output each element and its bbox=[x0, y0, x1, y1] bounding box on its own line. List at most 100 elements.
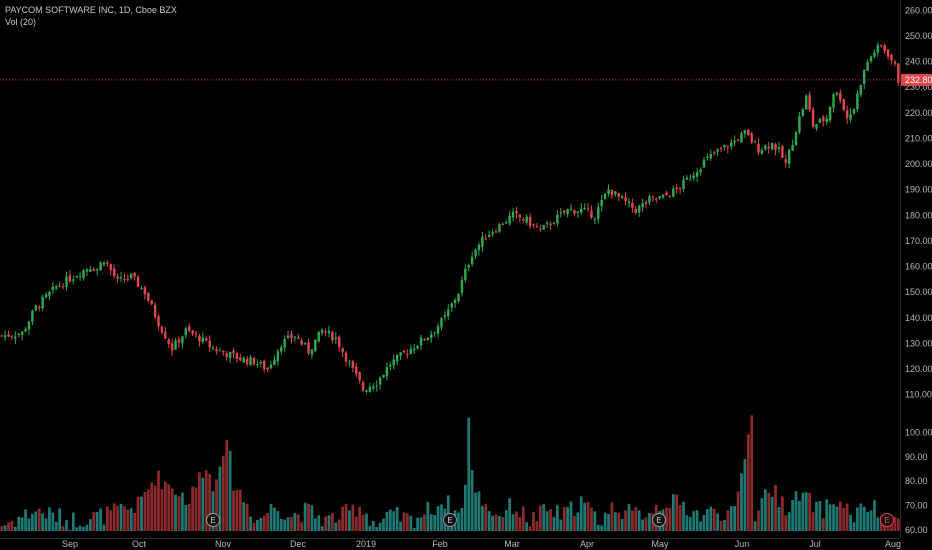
candle-body bbox=[712, 152, 716, 154]
candle-body bbox=[767, 147, 770, 149]
volume-bar bbox=[511, 514, 515, 531]
volume-bar bbox=[13, 526, 17, 531]
volume-bar bbox=[368, 525, 372, 531]
candle-body bbox=[14, 336, 17, 339]
volume-bar bbox=[600, 525, 604, 531]
last-price-badge bbox=[901, 73, 932, 86]
volume-bar bbox=[470, 470, 474, 531]
candle-body bbox=[164, 331, 167, 339]
candle-body bbox=[839, 93, 842, 101]
volume-bar bbox=[375, 527, 379, 531]
volume-bar bbox=[78, 525, 82, 531]
price-tick-label: 130.00 bbox=[905, 338, 932, 348]
volume-bar bbox=[201, 477, 205, 531]
candle-body bbox=[409, 348, 413, 354]
candle-body bbox=[634, 208, 638, 213]
volume-bar bbox=[256, 519, 259, 531]
volume-bar bbox=[774, 485, 777, 531]
time-tick-label: Dec bbox=[290, 539, 307, 549]
candle-body bbox=[562, 210, 566, 213]
volume-bar bbox=[262, 515, 266, 531]
candle-body bbox=[692, 175, 695, 179]
volume-bar bbox=[699, 521, 702, 531]
candle-body bbox=[487, 234, 491, 237]
time-tick-label: Feb bbox=[432, 539, 448, 549]
volume-bar bbox=[678, 505, 682, 531]
candle-body bbox=[211, 348, 215, 350]
candle-body bbox=[559, 212, 563, 214]
volume-bar bbox=[163, 481, 167, 531]
volume-bar bbox=[20, 517, 24, 531]
candle-body bbox=[859, 85, 863, 95]
candle-body bbox=[290, 334, 293, 339]
volume-bar bbox=[112, 503, 116, 531]
volume-bar bbox=[743, 459, 747, 531]
volume-bar bbox=[477, 491, 481, 531]
candle-body bbox=[716, 148, 719, 152]
volume-bar bbox=[579, 496, 583, 531]
candle-body bbox=[631, 203, 634, 208]
volume-bar bbox=[688, 517, 692, 531]
candle-body bbox=[498, 224, 501, 232]
volume-tick-label: 70.00 bbox=[905, 501, 928, 511]
candle-body bbox=[808, 95, 811, 110]
volume-bar bbox=[808, 492, 812, 531]
volume-bar bbox=[109, 510, 113, 531]
volume-tick-label: 60.00 bbox=[905, 525, 928, 535]
candle-body bbox=[651, 196, 655, 198]
candle-body bbox=[198, 335, 201, 342]
volume-bar bbox=[702, 515, 706, 531]
candle-body bbox=[695, 172, 699, 177]
candle-body bbox=[228, 351, 232, 359]
candle-body bbox=[208, 340, 211, 348]
volume-bar bbox=[794, 491, 798, 531]
candle-body bbox=[644, 201, 648, 204]
candle-body bbox=[0, 335, 3, 337]
price-tick-label: 110.00 bbox=[905, 390, 932, 400]
candle-body bbox=[505, 222, 508, 224]
candle-body bbox=[866, 61, 869, 71]
candle-body bbox=[262, 360, 266, 370]
volume-bar bbox=[474, 492, 477, 531]
candle-body bbox=[672, 188, 675, 197]
candle-body bbox=[593, 218, 597, 220]
candle-body bbox=[283, 339, 286, 348]
candle-body bbox=[573, 210, 576, 214]
candle-body bbox=[614, 191, 617, 195]
volume-bar bbox=[126, 509, 130, 531]
candle-body bbox=[856, 93, 859, 110]
volume-bar bbox=[596, 524, 600, 531]
candle-body bbox=[140, 288, 143, 290]
volume-bar bbox=[613, 512, 617, 531]
volume-bar bbox=[303, 502, 307, 531]
volume-bar bbox=[378, 522, 382, 531]
volume-bar bbox=[10, 521, 14, 531]
candle-body bbox=[44, 294, 48, 298]
candle-body bbox=[17, 334, 20, 335]
candle-body bbox=[225, 353, 228, 357]
candle-body bbox=[273, 359, 276, 365]
time-tick-label: Jun bbox=[735, 539, 750, 549]
volume-bar bbox=[157, 470, 160, 531]
volume-bar bbox=[88, 519, 92, 531]
candle-body bbox=[89, 269, 92, 272]
candle-body bbox=[597, 207, 600, 220]
candle-body bbox=[723, 144, 726, 148]
candle-body bbox=[358, 371, 361, 381]
volume-bar bbox=[320, 526, 324, 531]
volume-bar bbox=[399, 521, 402, 531]
volume-bar bbox=[395, 507, 399, 531]
candle-body bbox=[876, 45, 880, 53]
volume-bar bbox=[491, 515, 494, 531]
volume-bar bbox=[218, 466, 222, 531]
volume-bar bbox=[583, 502, 587, 531]
candle-body bbox=[7, 334, 10, 337]
volume-bar bbox=[736, 491, 740, 531]
candle-body bbox=[668, 196, 672, 198]
volume-bar bbox=[215, 479, 218, 531]
volume-bar bbox=[65, 519, 68, 531]
candle-body bbox=[532, 224, 535, 225]
price-tick-label: 210.00 bbox=[905, 133, 932, 143]
candle-body bbox=[528, 216, 532, 226]
